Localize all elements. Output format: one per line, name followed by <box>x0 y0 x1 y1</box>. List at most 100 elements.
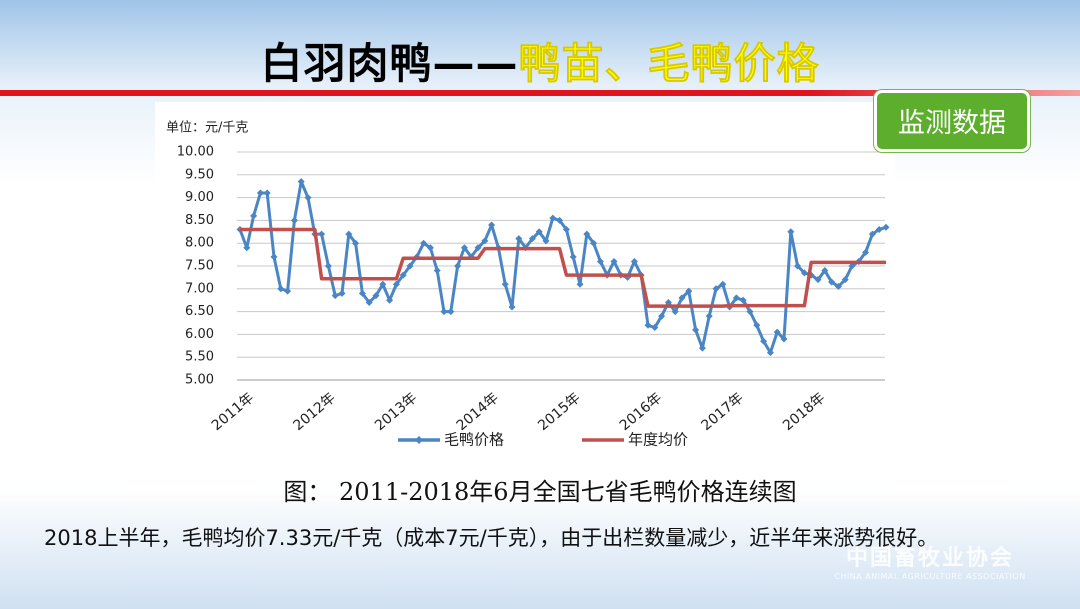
point-marker <box>372 292 380 300</box>
point-marker <box>270 253 278 261</box>
legend-label: 年度均价 <box>628 431 688 449</box>
point-marker <box>406 262 414 270</box>
point-marker <box>304 194 312 202</box>
point-marker <box>284 287 292 295</box>
point-marker <box>828 278 836 286</box>
point-marker <box>882 223 890 231</box>
y-tick-label: 5.50 <box>185 350 214 365</box>
point-marker <box>746 308 754 316</box>
logo-text: 中国畜牧业协会 <box>845 546 1014 571</box>
logo-text: CHINA ANIMAL AGRICULTURE ASSOCIATION <box>834 572 1026 581</box>
series-line <box>240 227 886 308</box>
point-marker <box>454 262 462 270</box>
point-marker <box>250 212 258 220</box>
point-marker <box>352 239 360 247</box>
legend-item: 年度均价 <box>582 431 688 449</box>
point-marker <box>549 214 557 222</box>
point-marker <box>535 228 543 236</box>
badge: 监测数据 <box>874 90 1030 152</box>
y-tick-label: 10.00 <box>177 145 214 160</box>
point-marker <box>420 239 428 247</box>
point-marker <box>678 294 686 302</box>
point-marker <box>800 269 808 277</box>
point-marker <box>583 230 591 238</box>
point-marker <box>508 303 516 311</box>
point-marker <box>576 280 584 288</box>
point-marker <box>671 308 679 316</box>
point-marker <box>739 296 747 304</box>
point-marker <box>447 308 455 316</box>
point-marker <box>243 244 251 252</box>
legend-item: 毛鸭价格 <box>398 431 504 449</box>
point-marker <box>590 239 598 247</box>
point-marker <box>794 262 802 270</box>
point-marker <box>753 321 761 329</box>
point-marker <box>814 276 822 284</box>
y-tick-label: 8.00 <box>185 236 214 251</box>
title-part: 鸭苗、毛鸭价格 <box>518 39 820 89</box>
point-marker <box>780 335 788 343</box>
point-marker <box>379 280 387 288</box>
point-marker <box>868 230 876 238</box>
point-marker <box>719 280 727 288</box>
point-marker <box>766 349 774 357</box>
divider <box>0 90 1080 96</box>
point-marker <box>474 244 482 252</box>
point-marker <box>848 262 856 270</box>
point-marker <box>331 292 339 300</box>
note: 2018上半年，毛鸭均价7.33元/千克（成本7元/千克），由于出栏数量减少，近… <box>44 526 939 550</box>
point-marker <box>297 178 305 186</box>
title-part: 白羽肉鸭—— <box>260 39 519 88</box>
point-marker <box>787 228 795 236</box>
point-marker <box>263 189 271 197</box>
point-marker <box>562 226 570 234</box>
point-marker <box>732 294 740 302</box>
point-marker <box>399 271 407 279</box>
point-marker <box>392 280 400 288</box>
point-marker <box>365 298 373 306</box>
logo: 中国畜牧业协会 CHINA ANIMAL AGRICULTURE ASSOCIA… <box>800 540 1060 581</box>
point-marker <box>692 326 700 334</box>
y-unit-label: 单位：元/千克 <box>166 121 248 136</box>
caption: 图： 2011-2018年6月全国七省毛鸭价格连续图 <box>283 478 797 506</box>
point-marker <box>862 248 870 256</box>
point-marker <box>338 289 346 297</box>
point-marker <box>324 262 332 270</box>
y-tick-label: 6.50 <box>185 304 214 319</box>
point-marker <box>644 321 652 329</box>
point-marker <box>460 244 468 252</box>
legend-label: 毛鸭价格 <box>444 431 504 449</box>
point-marker <box>834 283 842 291</box>
point-marker <box>501 280 509 288</box>
point-marker <box>610 257 618 265</box>
point-marker <box>875 226 883 234</box>
point-marker <box>433 267 441 275</box>
point-marker <box>426 244 434 252</box>
point-marker <box>705 312 713 320</box>
point-marker <box>386 296 394 304</box>
point-marker <box>760 337 768 345</box>
point-marker <box>556 216 564 224</box>
y-tick-label: 9.50 <box>185 167 214 182</box>
point-marker <box>664 298 672 306</box>
point-marker <box>290 216 298 224</box>
point-marker <box>651 324 659 332</box>
point-marker <box>596 257 604 265</box>
point-marker <box>481 237 489 245</box>
y-tick-label: 9.00 <box>185 190 214 205</box>
y-tick-label: 7.50 <box>185 259 214 274</box>
point-marker <box>358 289 366 297</box>
point-marker <box>685 287 693 295</box>
point-marker <box>256 189 264 197</box>
y-tick-label: 5.00 <box>185 373 214 388</box>
y-tick-label: 8.50 <box>185 213 214 228</box>
point-marker <box>488 221 496 229</box>
point-marker <box>440 308 448 316</box>
point-marker <box>821 267 829 275</box>
point-marker <box>528 235 536 243</box>
point-marker <box>841 276 849 284</box>
legend-marker <box>415 436 423 444</box>
point-marker <box>318 230 326 238</box>
chart-area <box>155 102 895 467</box>
